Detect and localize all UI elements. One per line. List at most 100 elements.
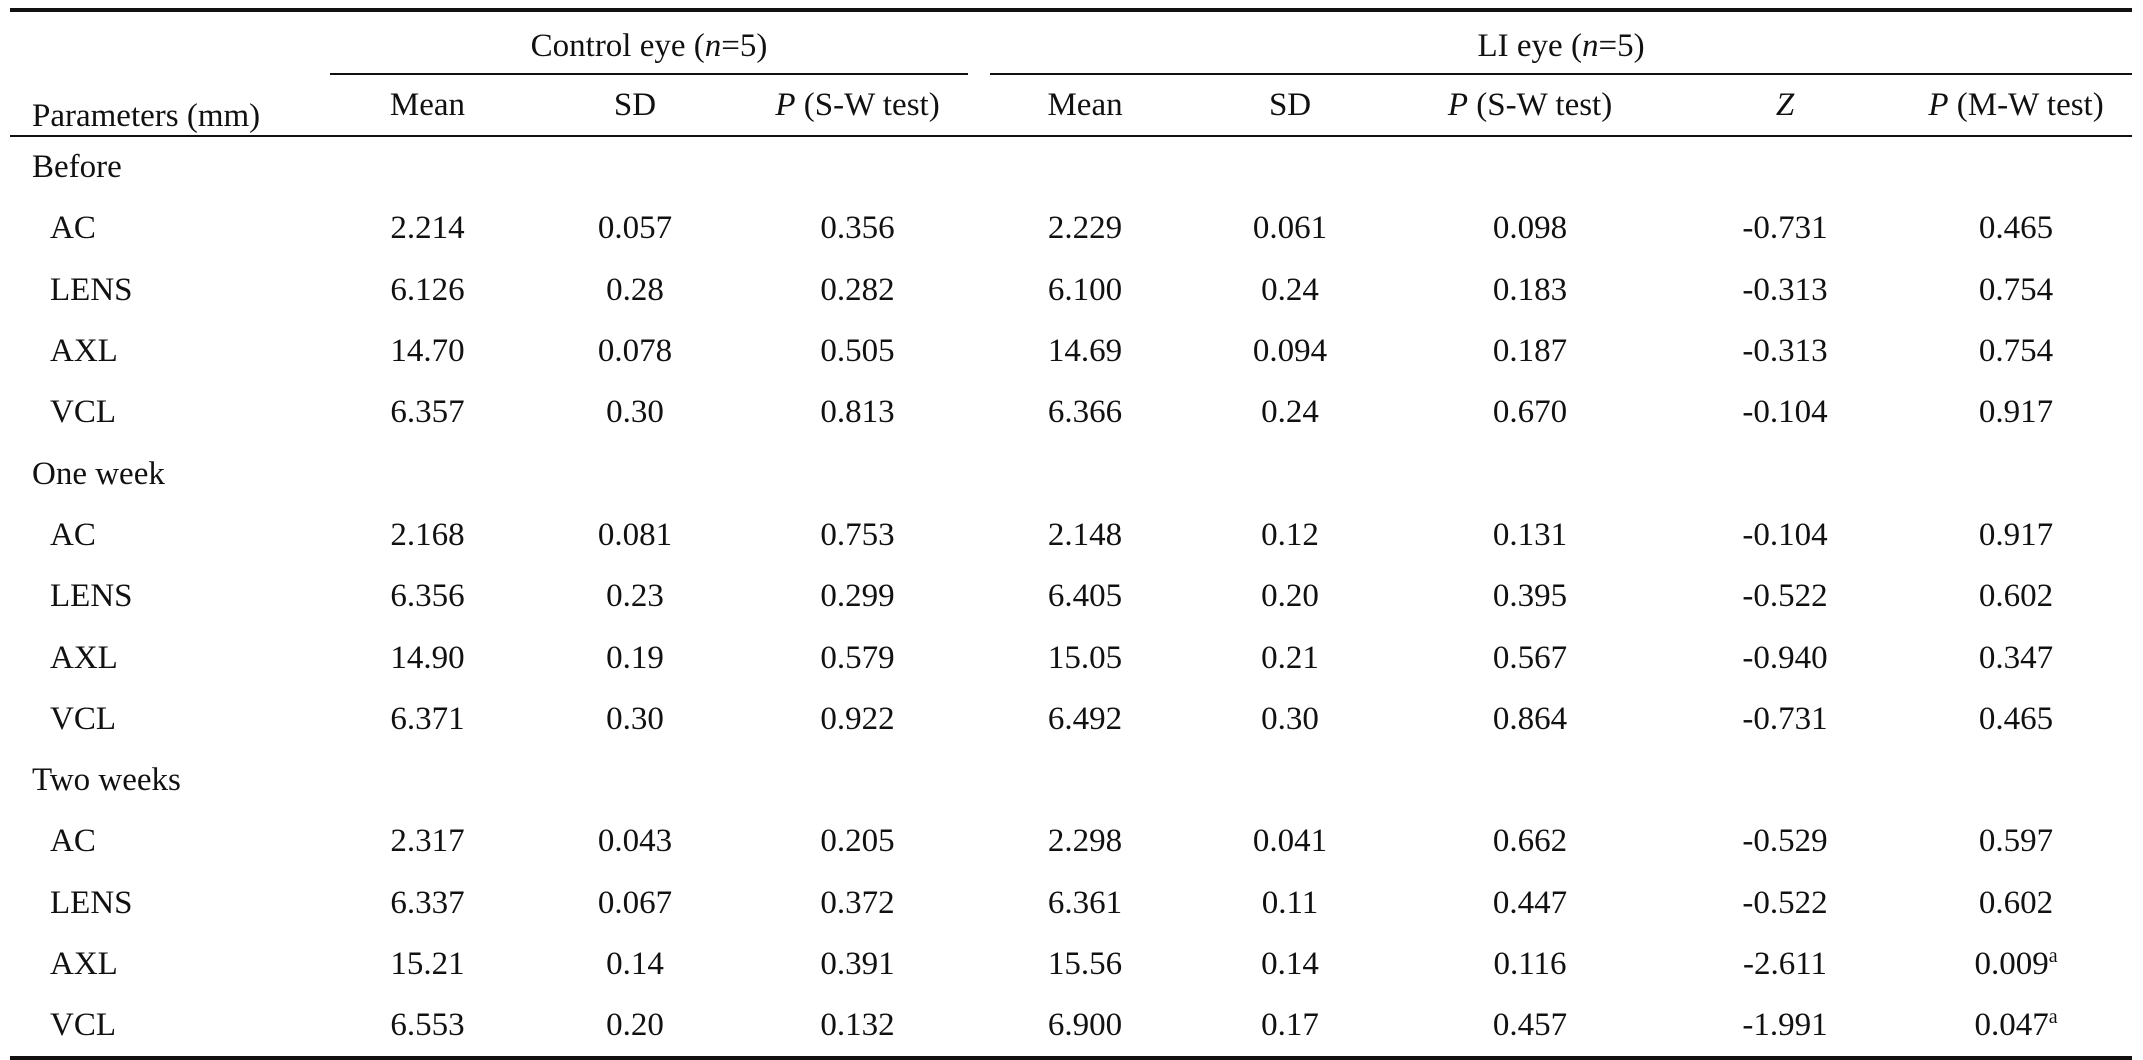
z-value-cell: -2.611 [1743, 946, 1828, 982]
z-value-cell: -0.522 [1742, 578, 1828, 615]
li-p-sw-cell: 0.131 [1492, 516, 1568, 553]
p-mw-value: 0.917 [1978, 516, 2054, 553]
li-sd-cell: 0.24 [1261, 271, 1319, 308]
li-p-sw-cell: 0.183 [1492, 271, 1568, 308]
control-mean-cell: 6.553 [390, 1007, 465, 1044]
control-p-sw-cell: 0.299 [820, 578, 895, 615]
table-row: LENS 6.356 0.23 0.299 6.405 0.20 0.395 -0.522 0.… [10, 566, 2132, 627]
li-eye-count: =5) [1598, 28, 1645, 64]
li-mean-cell: 14.69 [1047, 333, 1123, 370]
parameter-cell: VCL [50, 700, 116, 737]
control-eye-n: n [704, 28, 722, 64]
p-mw-cell: 0.465 [1900, 689, 2132, 750]
control-mean-cell: 2.168 [390, 516, 465, 553]
li-p-sw-cell: 0.670 [1492, 394, 1568, 431]
control-sd-cell: 0.057 [597, 210, 673, 247]
li-mean-header: Mean [1047, 86, 1123, 123]
p-mw-cell: 0.465 [1900, 198, 2132, 259]
z-value-cell: -0.104 [1742, 516, 1828, 553]
table-row: AXL 14.70 0.078 0.505 14.69 0.094 0.187 -0.313 0… [10, 321, 2132, 382]
header-row-groups: Parameters (mm) Control eye (n=5) LI eye… [10, 10, 2133, 137]
data-table: Parameters (mm) Control eye (n=5) LI eye… [10, 8, 2133, 1060]
p-mw-value: 0.465 [1978, 700, 2054, 737]
control-p-sw-cell: 0.579 [820, 639, 895, 676]
parameter-cell: AC [50, 823, 96, 860]
li-p-sw-cell: 0.457 [1492, 1007, 1568, 1044]
parameter-cell: VCL [50, 394, 116, 431]
control-sd-cell: 0.067 [597, 884, 673, 921]
control-p-sw-cell: 0.356 [820, 210, 895, 247]
section-title: Before [32, 149, 122, 186]
control-sd-cell: 0.28 [606, 271, 664, 308]
z-header: Z [1670, 75, 1900, 136]
li-sd-cell: 0.17 [1261, 1007, 1319, 1044]
p-letter: P [1928, 86, 1949, 123]
control-mean-cell: 14.90 [390, 639, 465, 676]
table-body: Before AC 2.214 0.057 0.356 2.229 0.061 0.098 -0… [10, 136, 2133, 1059]
p-mw-value: 0.754 [1978, 333, 2054, 370]
li-mean-cell: 6.366 [1047, 394, 1123, 431]
section-row: Two weeks [10, 750, 2132, 811]
control-sd-cell: 0.23 [606, 578, 664, 615]
p-mw-value: 0.347 [1978, 639, 2054, 676]
control-p-sw-cell: 0.205 [820, 823, 895, 860]
p-letter: P [775, 86, 796, 123]
li-mean-cell: 15.05 [1047, 639, 1123, 676]
control-sd-cell: 0.30 [606, 700, 664, 737]
control-mean-cell: 6.126 [390, 271, 465, 308]
parameters-header-text: Parameters (mm) [32, 98, 261, 134]
control-p-sw-header: P (S-W test) [735, 75, 980, 136]
control-sd-cell: 0.043 [597, 823, 673, 860]
control-p-sw-cell: 0.813 [820, 394, 895, 431]
li-sd-cell: 0.12 [1261, 516, 1319, 553]
control-p-sw-cell: 0.282 [820, 271, 895, 308]
table-row: AXL 14.90 0.19 0.579 15.05 0.21 0.567 -0.940 0.3… [10, 627, 2132, 688]
z-value-cell: -0.731 [1742, 700, 1828, 737]
table-row: VCL 6.357 0.30 0.813 6.366 0.24 0.670 -0.104 0.9… [10, 382, 2132, 443]
control-mean-cell: 6.371 [390, 700, 465, 737]
control-p-sw-cell: 0.372 [820, 884, 895, 921]
control-p-sw-cell: 0.753 [820, 516, 895, 553]
li-p-sw-header: P (S-W test) [1390, 75, 1670, 136]
table-row: AC 2.168 0.081 0.753 2.148 0.12 0.131 -0.104 0.9… [10, 505, 2132, 566]
control-eye-count: =5) [721, 28, 768, 64]
control-mean-cell: 6.356 [390, 578, 465, 615]
parameter-cell: AXL [50, 639, 118, 676]
p-mw-value: 0.754 [1978, 271, 2054, 308]
li-mean-cell: 15.56 [1047, 946, 1123, 982]
control-mean-cell: 6.337 [390, 884, 465, 921]
li-mean-cell: 2.298 [1047, 823, 1123, 860]
li-p-sw-cell: 0.395 [1492, 578, 1568, 615]
parameter-cell: AXL [50, 333, 118, 370]
table-row: AXL 15.21 0.14 0.391 15.56 0.14 0.116 -2.611 0.0… [10, 934, 2132, 995]
li-eye-n: n [1581, 28, 1599, 64]
z-value-cell: -1.991 [1742, 1007, 1828, 1044]
control-mean-cell: 2.214 [390, 210, 465, 247]
control-sd-cell: 0.078 [597, 333, 673, 370]
z-value-cell: -0.529 [1742, 823, 1828, 860]
li-eye-header: LI eye (n=5) [980, 10, 2133, 75]
table-header: Parameters (mm) Control eye (n=5) LI eye… [10, 10, 2133, 137]
li-mean-cell: 6.405 [1047, 578, 1123, 615]
control-p-sw-cell: 0.922 [820, 700, 895, 737]
section-title: Two weeks [32, 762, 181, 799]
parameter-cell: AC [50, 516, 96, 553]
p-mw-value: 0.602 [1978, 578, 2054, 615]
li-p-sw-cell: 0.662 [1492, 823, 1568, 860]
parameter-cell: AC [50, 210, 96, 247]
sw-test-label: (S-W test) [1468, 86, 1613, 123]
control-sd-cell: 0.19 [606, 639, 664, 676]
table-row: VCL 6.553 0.20 0.132 6.900 0.17 0.457 -1.991 0.0… [10, 995, 2133, 1059]
significance-marker: a [2048, 1006, 2058, 1029]
control-sd-cell: 0.081 [597, 516, 673, 553]
parameters-header: Parameters (mm) [10, 10, 320, 137]
table-row: LENS 6.126 0.28 0.282 6.100 0.24 0.183 -0.313 0.… [10, 260, 2132, 321]
table-row: VCL 6.371 0.30 0.922 6.492 0.30 0.864 -0.731 0.4… [10, 689, 2132, 750]
control-mean-cell: 6.357 [390, 394, 465, 431]
control-p-sw-cell: 0.132 [820, 1007, 895, 1044]
table-row: AC 2.317 0.043 0.205 2.298 0.041 0.662 -0.529 0.… [10, 811, 2132, 872]
z-value-cell: -0.731 [1742, 210, 1828, 247]
li-p-sw-cell: 0.187 [1492, 333, 1568, 370]
p-mw-value: 0.597 [1978, 823, 2054, 860]
p-mw-cell: 0.597 [1900, 811, 2132, 872]
